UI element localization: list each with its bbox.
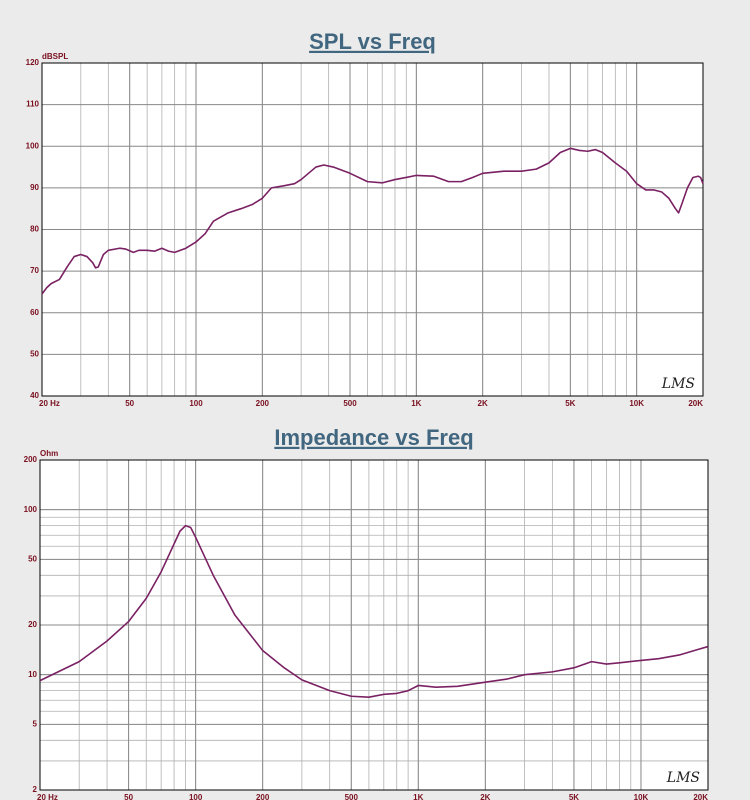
watermark: LMS xyxy=(661,376,695,392)
x-tick-label: 100 xyxy=(189,793,203,800)
x-tick-label: 200 xyxy=(256,399,270,408)
y-tick-label: 80 xyxy=(30,225,39,234)
chart-title: Impedance vs Freq xyxy=(274,425,473,450)
x-tick-label: 2K xyxy=(480,793,490,800)
y-tick-label: 200 xyxy=(24,455,38,464)
x-tick-label: 200 xyxy=(256,793,270,800)
y-tick-label: 90 xyxy=(30,183,39,192)
x-tick-label: 20 Hz xyxy=(39,399,60,408)
x-tick-label: 5K xyxy=(569,793,579,800)
x-tick-label: 50 xyxy=(125,399,134,408)
y-tick-label: 120 xyxy=(26,58,40,67)
y-tick-label: 50 xyxy=(30,349,39,358)
x-tick-label: 10K xyxy=(634,793,649,800)
x-tick-label: 500 xyxy=(343,399,357,408)
x-tick-label: 20K xyxy=(693,793,708,800)
data-line xyxy=(39,524,709,699)
y-tick-label: 100 xyxy=(24,505,38,514)
x-tick-label: 20 Hz xyxy=(37,793,58,800)
x-tick-label: 2K xyxy=(478,399,488,408)
y-axis-label: Ohm xyxy=(40,449,58,458)
y-axis-label: dBSPL xyxy=(42,52,68,61)
x-tick-label: 100 xyxy=(189,399,203,408)
plot-border xyxy=(41,62,704,397)
y-tick-label: 110 xyxy=(26,100,39,109)
x-tick-label: 5K xyxy=(565,399,575,408)
x-tick-label: 50 xyxy=(124,793,133,800)
chart-title: SPL vs Freq xyxy=(309,29,436,54)
y-tick-label: 20 xyxy=(28,620,37,629)
y-tick-label: 5 xyxy=(33,719,38,728)
x-tick-label: 10K xyxy=(629,399,644,408)
y-tick-label: 2 xyxy=(33,785,38,794)
x-tick-label: 20K xyxy=(688,399,703,408)
x-tick-label: 500 xyxy=(345,793,359,800)
y-tick-label: 40 xyxy=(30,391,39,400)
x-tick-label: 1K xyxy=(411,399,421,408)
y-tick-label: 50 xyxy=(28,554,37,563)
watermark: LMS xyxy=(666,770,700,786)
y-tick-label: 60 xyxy=(30,308,39,317)
x-tick-label: 1K xyxy=(413,793,423,800)
data-line xyxy=(41,147,704,295)
plot-border xyxy=(39,459,709,791)
y-tick-label: 100 xyxy=(26,141,40,150)
y-tick-label: 70 xyxy=(30,266,39,275)
y-tick-label: 10 xyxy=(28,670,37,679)
